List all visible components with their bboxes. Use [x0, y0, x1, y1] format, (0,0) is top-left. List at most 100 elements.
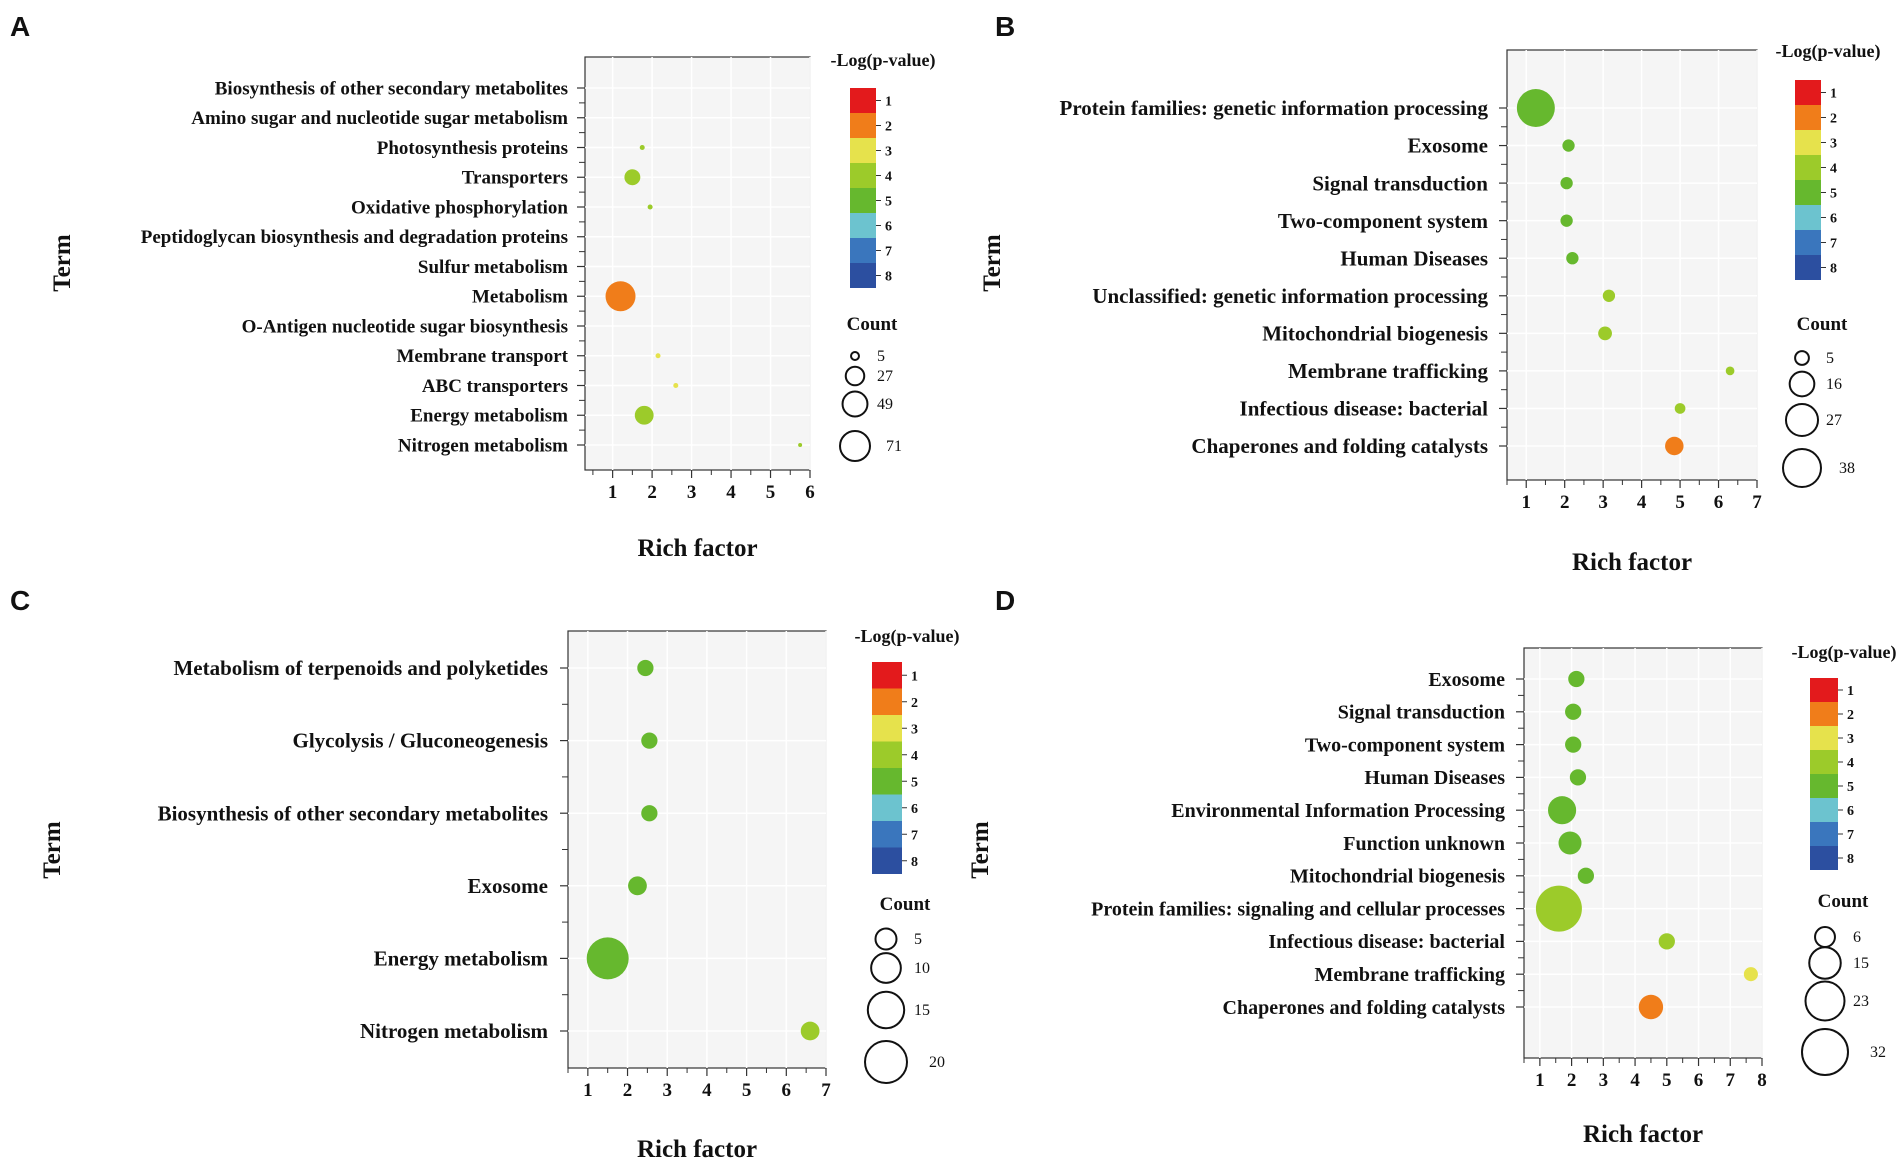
- color-legend-label: 6: [911, 802, 918, 817]
- count-legend-circle: [850, 351, 860, 361]
- color-legend-swatch: [1810, 822, 1838, 846]
- count-legend-label: 49: [877, 396, 893, 413]
- color-legend-label: 8: [1830, 262, 1837, 277]
- bubble-point: [1560, 214, 1573, 227]
- term-label: Glycolysis / Gluconeogenesis: [292, 729, 548, 753]
- color-legend-label: 7: [1830, 237, 1837, 252]
- count-legend-title: Count: [1797, 314, 1848, 335]
- x-tick-label: 6: [1694, 1070, 1704, 1091]
- x-tick-label: 4: [702, 1080, 712, 1101]
- bubble-point: [624, 169, 641, 186]
- panel-letter: D: [995, 585, 1015, 616]
- color-legend-swatch: [1795, 130, 1821, 155]
- x-tick-label: 1: [583, 1080, 593, 1101]
- color-legend-swatch: [1795, 155, 1821, 180]
- bubble-point: [1743, 967, 1758, 982]
- color-legend-label: 3: [885, 145, 892, 160]
- count-legend-label: 27: [877, 368, 893, 385]
- x-tick-label: 4: [1637, 492, 1647, 513]
- color-legend-swatch: [1795, 230, 1821, 255]
- term-label: Nitrogen metabolism: [398, 435, 568, 456]
- bubble-point: [800, 1021, 820, 1041]
- color-legend-label: 1: [911, 669, 918, 684]
- bubble-point: [1658, 933, 1675, 950]
- x-tick-label: 2: [1560, 492, 1570, 513]
- term-label: Function unknown: [1343, 833, 1505, 855]
- x-tick-label: 1: [1535, 1070, 1545, 1091]
- x-axis-title: Rich factor: [1583, 1121, 1703, 1148]
- y-axis-title: Term: [49, 234, 76, 292]
- x-axis-title: Rich factor: [637, 535, 757, 562]
- term-label: Biosynthesis of other secondary metaboli…: [215, 78, 568, 99]
- color-legend-swatch: [850, 213, 876, 238]
- color-legend-swatch: [1810, 774, 1838, 798]
- bubble-point: [634, 405, 654, 425]
- bubble-point: [1674, 403, 1686, 414]
- color-legend-swatch: [850, 138, 876, 163]
- term-label: Two-component system: [1278, 209, 1489, 233]
- color-legend-swatch: [850, 238, 876, 263]
- color-legend-label: 4: [885, 170, 892, 185]
- count-legend-title: Count: [880, 894, 931, 915]
- bubble-point: [1558, 831, 1582, 855]
- term-label: Membrane transport: [397, 346, 569, 367]
- panel-d: D Exosome Signal transduction Two-component…: [967, 585, 1897, 1148]
- count-legend-label: 38: [1839, 460, 1855, 477]
- color-legend-label: 3: [1847, 732, 1854, 747]
- count-legend-label: 71: [886, 438, 902, 455]
- count-legend-label: 32: [1870, 1044, 1886, 1061]
- bubble-point: [1602, 289, 1616, 302]
- color-legend-swatch: [850, 263, 876, 288]
- x-tick-label: 3: [1599, 1070, 1609, 1091]
- color-legend-label: 2: [1830, 112, 1837, 127]
- count-legend-label: 5: [914, 931, 922, 948]
- x-axis-title: Rich factor: [637, 1136, 757, 1162]
- term-label: Protein families: signaling and cellular…: [1091, 898, 1505, 920]
- x-tick-label: 6: [1714, 492, 1724, 513]
- bubble-point: [673, 382, 679, 389]
- bubble-point: [637, 659, 654, 677]
- term-label: Human Diseases: [1364, 767, 1505, 789]
- panel-c: C Metabolism of terpenoids and polyketide…: [10, 585, 960, 1162]
- color-legend-label: 5: [1830, 187, 1837, 202]
- color-legend-label: 7: [1847, 828, 1854, 843]
- count-legend-circle: [1814, 926, 1836, 948]
- term-label: ABC transporters: [422, 376, 568, 397]
- color-legend-label: 3: [1830, 137, 1837, 152]
- term-label: Signal transduction: [1338, 702, 1505, 724]
- color-legend-swatch: [1795, 255, 1821, 280]
- color-legend-label: 8: [885, 270, 892, 285]
- color-legend-swatch: [872, 662, 902, 689]
- bubble-point: [1562, 139, 1575, 152]
- bubble-point: [639, 144, 645, 151]
- plot-area: [584, 56, 811, 471]
- color-legend-label: 5: [1847, 780, 1854, 795]
- term-label: Chaperones and folding catalysts: [1223, 997, 1506, 1019]
- term-label: Infectious disease: bacterial: [1240, 397, 1489, 421]
- color-legend-swatch: [1810, 678, 1838, 702]
- x-tick-label: 8: [1757, 1070, 1767, 1091]
- plot-area: [1523, 647, 1763, 1059]
- bubble-point: [1725, 366, 1735, 376]
- color-legend-label: 2: [885, 120, 892, 135]
- count-legend-circle: [841, 390, 869, 418]
- count-legend-label: 5: [1826, 350, 1834, 367]
- color-legend-label: 2: [911, 696, 918, 711]
- count-legend-label: 15: [1853, 955, 1869, 972]
- term-label: Two-component system: [1305, 734, 1506, 756]
- x-axis-title: Rich factor: [1572, 549, 1692, 576]
- color-legend-swatch: [872, 847, 902, 874]
- color-legend-swatch: [1795, 80, 1821, 105]
- term-label: Biosynthesis of other secondary metaboli…: [158, 801, 548, 825]
- count-legend-label: 10: [914, 960, 930, 977]
- bubble-point: [1598, 326, 1612, 341]
- x-tick-label: 2: [647, 482, 657, 503]
- color-legend-label: 6: [1847, 804, 1854, 819]
- bubble-point: [1566, 252, 1579, 265]
- color-legend-swatch: [872, 741, 902, 768]
- panel-a: A Biosynthesis of other secondary metabol…: [10, 11, 936, 562]
- color-legend-title: -Log(p-value): [1776, 41, 1881, 62]
- color-legend-label: 1: [885, 95, 892, 110]
- bubble-point: [647, 204, 653, 210]
- panel-letter: A: [10, 11, 30, 42]
